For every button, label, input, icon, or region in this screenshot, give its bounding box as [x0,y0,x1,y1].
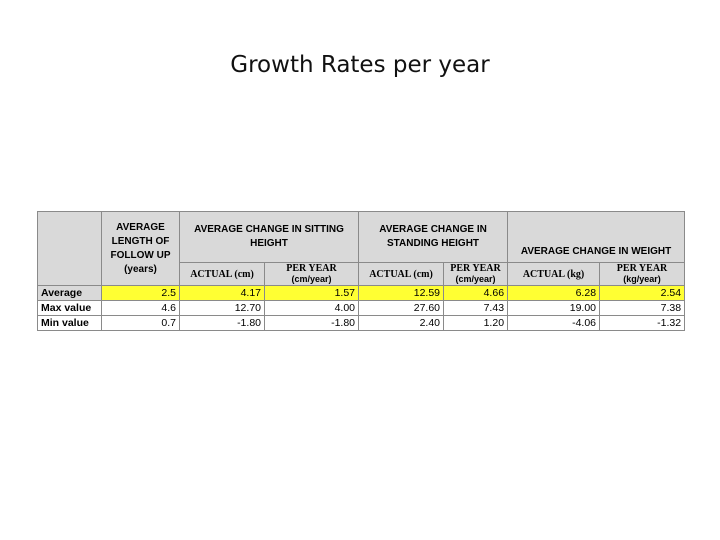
table-cell: 12.59 [358,285,445,301]
table-cell: 4.00 [263,300,360,316]
weight-header: AVERAGE CHANGE IN WEIGHT [507,211,686,263]
standing-header-line: AVERAGE CHANGE IN [379,224,487,235]
table-cell: 4.17 [179,285,265,301]
follow-up-header-line: LENGTH OF [111,235,170,247]
table-cell: 0.7 [101,315,180,331]
standing-header-line: STANDING HEIGHT [387,238,480,249]
table-cell: -1.80 [263,315,360,331]
slide-title: Growth Rates per year [230,52,490,78]
table-cell: 19.00 [507,300,601,316]
sitting-per-year-header: PER YEAR (cm/year) [263,262,360,286]
weight-per-year-header: PER YEAR (kg/year) [599,262,686,286]
weight-header-line: AVERAGE CHANGE IN WEIGHT [520,246,672,257]
row-label: Min value [37,315,102,331]
per-year-label: PER YEAR [286,263,337,275]
follow-up-header-line: FOLLOW UP [110,249,171,261]
table-row: Min value 0.7 -1.80 -1.80 2.40 1.20 -4.06 -1.32 [37,315,686,331]
follow-up-header: AVERAGE LENGTH OF FOLLOW UP (years) [101,211,180,286]
table-body: Average 2.5 4.17 1.57 12.59 4.66 6.28 2.54 Max v… [37,285,686,331]
table-cell: -4.06 [507,315,601,331]
table-cell: 1.57 [263,285,360,301]
table-cell: 2.5 [101,285,180,301]
table-cell: 2.54 [599,285,686,301]
sitting-height-header: AVERAGE CHANGE IN SITTING HEIGHT [178,211,360,263]
table-cell: -1.80 [179,315,265,331]
table-cell: 1.20 [443,315,509,331]
follow-up-header-line: AVERAGE [116,221,165,233]
table-cell: -1.32 [599,315,686,331]
table-cell: 4.66 [443,285,509,301]
sitting-header-line: AVERAGE CHANGE IN SITTING [194,224,344,235]
table-row: Max value 4.6 12.70 4.00 27.60 7.43 19.00 7.38 [37,300,686,316]
per-year-unit: (kg/year) [623,274,661,284]
per-year-label: PER YEAR [450,263,501,275]
table-cell: 7.43 [443,300,509,316]
table-cell: 7.38 [599,300,686,316]
header-row-subcolumns: ACTUAL (cm) PER YEAR (cm/year) ACTUAL (c… [38,262,686,286]
row-label: Max value [37,300,102,316]
follow-up-header-line: (years) [124,263,157,275]
table-cell: 2.40 [358,315,445,331]
per-year-unit: (cm/year) [291,274,332,284]
standing-height-header: AVERAGE CHANGE IN STANDING HEIGHT [358,211,509,263]
header-row-groups: AVERAGE LENGTH OF FOLLOW UP (years) AVER… [37,211,686,286]
corner-cell [37,211,102,286]
per-year-unit: (cm/year) [455,274,496,284]
growth-rates-table: AVERAGE LENGTH OF FOLLOW UP (years) AVER… [37,211,686,331]
table-cell: 4.6 [101,300,180,316]
table-cell: 27.60 [358,300,445,316]
per-year-label: PER YEAR [616,263,668,275]
weight-actual-header: ACTUAL (kg) [507,262,601,286]
standing-per-year-header: PER YEAR (cm/year) [443,262,509,286]
sitting-header-line: HEIGHT [250,238,288,249]
standing-actual-header: ACTUAL (cm) [358,262,445,286]
table-cell: 6.28 [507,285,601,301]
sitting-actual-header: ACTUAL (cm) [179,262,265,286]
table-cell: 12.70 [179,300,265,316]
table-row: Average 2.5 4.17 1.57 12.59 4.66 6.28 2.54 [37,285,686,301]
row-label: Average [37,285,102,301]
